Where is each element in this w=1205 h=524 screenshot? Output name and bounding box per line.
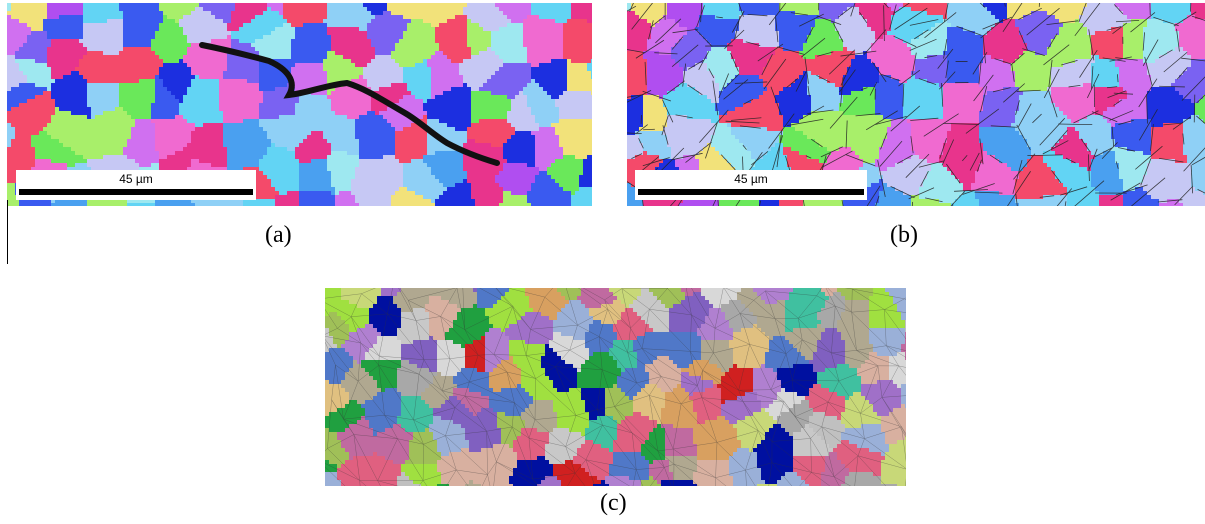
scale-bar-b-label: 45 µm: [635, 172, 867, 186]
ebsd-map-b-image: [627, 3, 1205, 206]
scale-bar-b-line: [638, 189, 864, 195]
mesh-model: [325, 288, 906, 486]
scale-bar-b: 45 µm: [635, 170, 867, 200]
caption-b: (b): [890, 222, 918, 249]
caption-c: (c): [600, 490, 627, 517]
ebsd-map-cracked: 45 µm: [7, 3, 592, 206]
caption-a: (a): [265, 222, 292, 249]
scale-bar-a-line: [19, 189, 253, 195]
grain-layer: [325, 288, 906, 486]
mesh-lines: [325, 288, 906, 486]
ebsd-map-a-image: [7, 3, 592, 206]
scale-bar-a-label: 45 µm: [16, 172, 256, 186]
left-rule-line: [7, 200, 8, 264]
mesh-model-image: [325, 288, 906, 486]
grain-boundary-lines: [627, 3, 1205, 206]
ebsd-map-boundaries: 45 µm: [627, 3, 1205, 206]
crack-path: [199, 42, 500, 166]
scale-bar-a: 45 µm: [16, 170, 256, 200]
grain-layer: [7, 3, 592, 206]
